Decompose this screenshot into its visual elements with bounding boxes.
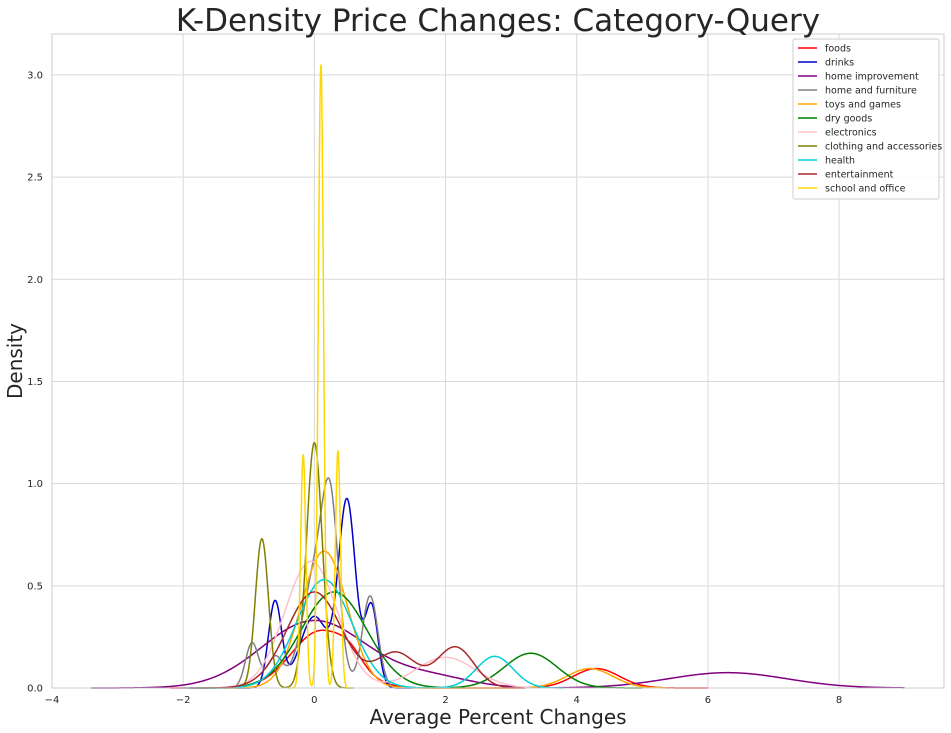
x-tick-label: 0 bbox=[311, 695, 317, 706]
y-axis-label: Density bbox=[3, 323, 27, 399]
y-tick-label: 2.0 bbox=[27, 275, 43, 286]
series-line-electronics bbox=[215, 560, 531, 689]
legend-entry: toys and games bbox=[825, 99, 901, 110]
chart-title: K-Density Price Changes: Category-Query bbox=[176, 3, 820, 39]
x-tick-label: −4 bbox=[45, 695, 60, 706]
legend-entry: school and office bbox=[825, 183, 906, 194]
y-tick-label: 3.0 bbox=[27, 70, 43, 81]
series-line-school-and-office bbox=[288, 64, 354, 689]
plot-frame bbox=[51, 33, 945, 689]
x-tick-label: −2 bbox=[176, 695, 191, 706]
series-line-dry-goods bbox=[196, 591, 643, 689]
legend-entry: dry goods bbox=[825, 113, 872, 124]
x-tick-label: 6 bbox=[705, 695, 711, 706]
legend-entry: drinks bbox=[825, 57, 854, 68]
legend-entry: clothing and accessories bbox=[825, 141, 942, 152]
legend-box bbox=[792, 38, 940, 200]
y-tick-label: 1.0 bbox=[27, 479, 43, 490]
legend-entry: foods bbox=[825, 43, 851, 54]
x-tick-label: 8 bbox=[836, 695, 842, 706]
legend-entry: home and furniture bbox=[825, 85, 917, 96]
legend-entry: health bbox=[825, 155, 855, 166]
series-line-entertainment bbox=[189, 591, 525, 689]
legend-entry: electronics bbox=[825, 127, 877, 138]
legend-entry: home improvement bbox=[825, 71, 919, 82]
legend-entry: entertainment bbox=[825, 169, 894, 180]
y-tick-label: 0.0 bbox=[27, 684, 43, 695]
x-tick-label: 2 bbox=[442, 695, 448, 706]
x-tick-labels: −4 −2 0 2 4 6 8 bbox=[45, 695, 843, 706]
y-tick-label: 0.5 bbox=[27, 581, 43, 592]
x-tick-label: 4 bbox=[574, 695, 580, 706]
y-tick-labels: 0.0 0.5 1.0 1.5 2.0 2.5 3.0 bbox=[27, 70, 43, 694]
legend: foods drinks home improvement home and furn… bbox=[792, 38, 942, 200]
y-tick-label: 1.5 bbox=[27, 377, 43, 388]
series-line-health bbox=[183, 578, 564, 689]
x-axis-label: Average Percent Changes bbox=[369, 705, 626, 729]
y-tick-label: 2.5 bbox=[27, 173, 43, 184]
